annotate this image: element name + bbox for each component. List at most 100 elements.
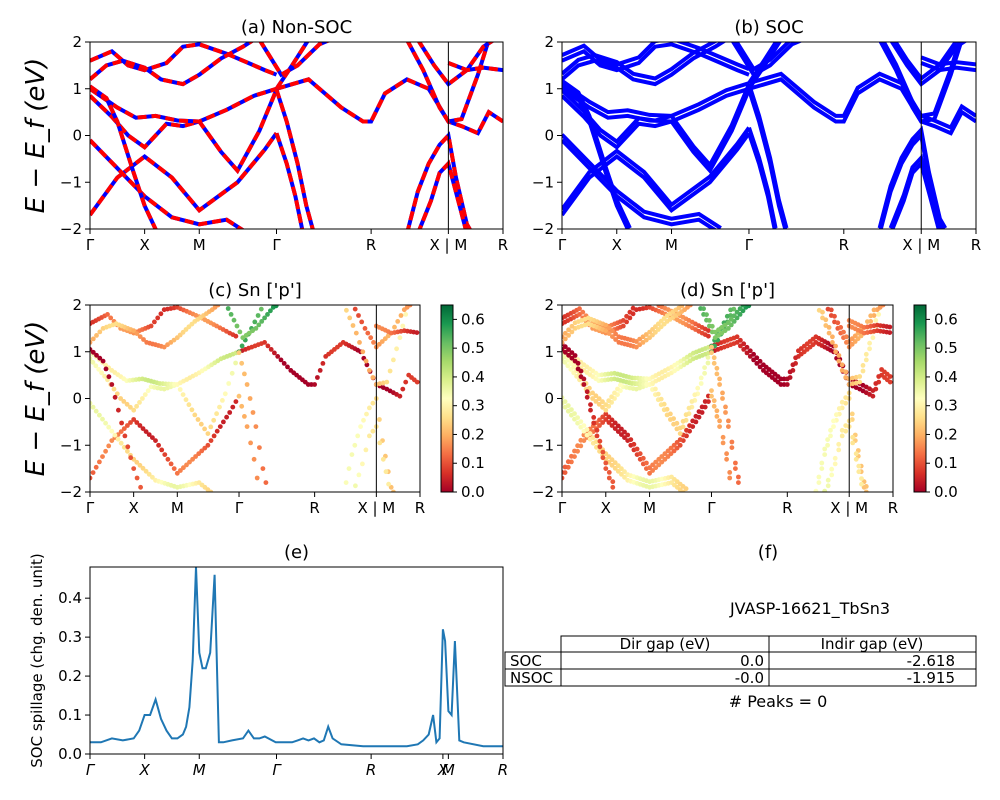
- scatter-point: [262, 315, 267, 321]
- scatter-point: [668, 411, 673, 417]
- scatter-point: [171, 466, 177, 471]
- scatter-point: [281, 361, 287, 366]
- scatter-point: [591, 420, 597, 426]
- scatter-point: [653, 465, 659, 471]
- scatter-point: [835, 320, 841, 326]
- scatter-point: [612, 390, 617, 396]
- scatter-point: [93, 363, 99, 369]
- scatter-point: [159, 447, 165, 453]
- projected-points: [90, 305, 420, 492]
- scatter-point: [591, 415, 597, 420]
- scatter-point: [575, 360, 581, 366]
- scatter-point: [736, 474, 741, 480]
- scatter-point: [590, 435, 596, 440]
- scatter-point: [137, 334, 143, 339]
- scatter-point: [265, 343, 271, 349]
- scatter-point: [655, 391, 661, 397]
- scatter-point: [221, 419, 226, 425]
- y-tick-label: 1: [544, 80, 554, 98]
- table-cell: -0.0: [735, 669, 764, 687]
- colorbar-tick-label: 0.2: [934, 425, 958, 443]
- scatter-point: [251, 456, 257, 462]
- scatter-point: [208, 424, 214, 430]
- scatter-point: [370, 428, 376, 434]
- scatter-point: [352, 442, 358, 448]
- scatter-point: [829, 466, 835, 472]
- scatter-point: [825, 437, 830, 442]
- band-line: [747, 42, 782, 90]
- y-tick-label: 2: [72, 33, 82, 51]
- scatter-point: [90, 349, 96, 355]
- scatter-point: [711, 398, 717, 404]
- panel-a: −2 −1 0 1 2 Γ X M Γ R X | M R (a) Non-SOC E − E_f (eV…: [21, 17, 508, 254]
- x-tick-label: X: [437, 761, 449, 779]
- scatter-point: [622, 469, 627, 475]
- scatter-point: [217, 404, 222, 410]
- scatter-point: [714, 414, 720, 419]
- scatter-point: [244, 382, 250, 387]
- scatter-point: [97, 459, 102, 465]
- scatter-point: [695, 385, 701, 391]
- scatter-point: [836, 358, 842, 364]
- scatter-point: [352, 306, 358, 312]
- band-line-down: [90, 88, 279, 175]
- scatter-point: [726, 326, 731, 331]
- scatter-point: [597, 444, 603, 450]
- scatter-point: [711, 403, 717, 409]
- scatter-point: [278, 357, 284, 363]
- scatter-point: [403, 379, 409, 385]
- scatter-point: [134, 475, 140, 481]
- x-tick-label: M: [193, 236, 206, 254]
- scatter-point: [634, 344, 639, 350]
- scatter-point: [562, 330, 568, 336]
- scatter-point: [343, 480, 349, 485]
- scatter-point: [115, 436, 121, 442]
- y-tick-label: 2: [544, 296, 554, 314]
- scatter-point: [822, 452, 828, 457]
- y-tick-label: −1: [60, 173, 82, 191]
- scatter-point: [572, 353, 578, 358]
- scatter-point: [849, 341, 855, 347]
- x-tick-label: X: [129, 499, 139, 517]
- scatter-point: [236, 393, 242, 399]
- scatter-point: [379, 339, 385, 344]
- y-tick-label: 1: [72, 343, 82, 361]
- scatter-point: [118, 429, 124, 434]
- x-tick-label: R: [888, 499, 898, 517]
- x-tick-label: Γ: [558, 236, 567, 254]
- scatter-point: [600, 399, 605, 405]
- scatter-point: [716, 327, 721, 333]
- band-line-split: [877, 125, 948, 229]
- scatter-point: [603, 411, 609, 417]
- table-row-label: NSOC: [510, 669, 553, 687]
- scatter-point: [711, 355, 717, 361]
- scatter-point: [371, 340, 376, 345]
- scatter-point: [367, 368, 372, 373]
- band-line: [748, 77, 976, 136]
- scatter-point: [580, 309, 586, 315]
- scatter-point: [584, 389, 590, 395]
- scatter-point: [566, 327, 571, 333]
- scatter-point: [871, 307, 877, 313]
- scatter-point: [364, 362, 370, 368]
- scatter-point: [392, 324, 397, 330]
- table-cell: 0.0: [740, 652, 764, 670]
- scatter-point: [816, 480, 822, 485]
- scatter-point: [610, 479, 616, 485]
- scatter-point: [150, 435, 155, 440]
- scatter-point: [720, 390, 725, 396]
- scatter-point: [664, 406, 670, 412]
- scatter-point: [674, 440, 680, 445]
- scatter-point: [112, 432, 118, 438]
- y-tick-label: 0.1: [58, 706, 82, 724]
- scatter-point: [140, 426, 146, 431]
- scatter-point: [850, 440, 856, 446]
- y-tick-label: −2: [532, 483, 554, 501]
- scatter-point: [400, 386, 406, 392]
- scatter-point: [833, 349, 838, 355]
- scatter-point: [671, 448, 677, 454]
- scatter-point: [876, 312, 882, 317]
- scatter-point: [275, 354, 281, 359]
- scatter-point: [239, 360, 245, 366]
- scatter-point: [709, 393, 714, 399]
